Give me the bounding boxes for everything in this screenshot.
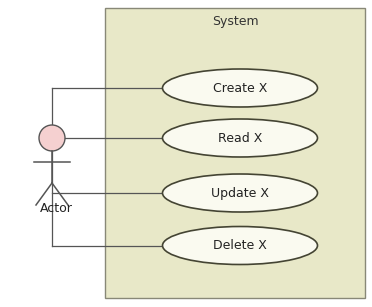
Ellipse shape — [163, 227, 317, 265]
Text: Update X: Update X — [211, 186, 269, 200]
Text: Actor: Actor — [40, 202, 73, 215]
Ellipse shape — [163, 69, 317, 107]
Ellipse shape — [163, 119, 317, 157]
Circle shape — [39, 125, 65, 151]
FancyBboxPatch shape — [105, 8, 365, 298]
Text: Read X: Read X — [218, 131, 262, 145]
Text: Create X: Create X — [213, 81, 267, 95]
Text: Delete X: Delete X — [213, 239, 267, 252]
Text: System: System — [212, 14, 258, 28]
Ellipse shape — [163, 174, 317, 212]
